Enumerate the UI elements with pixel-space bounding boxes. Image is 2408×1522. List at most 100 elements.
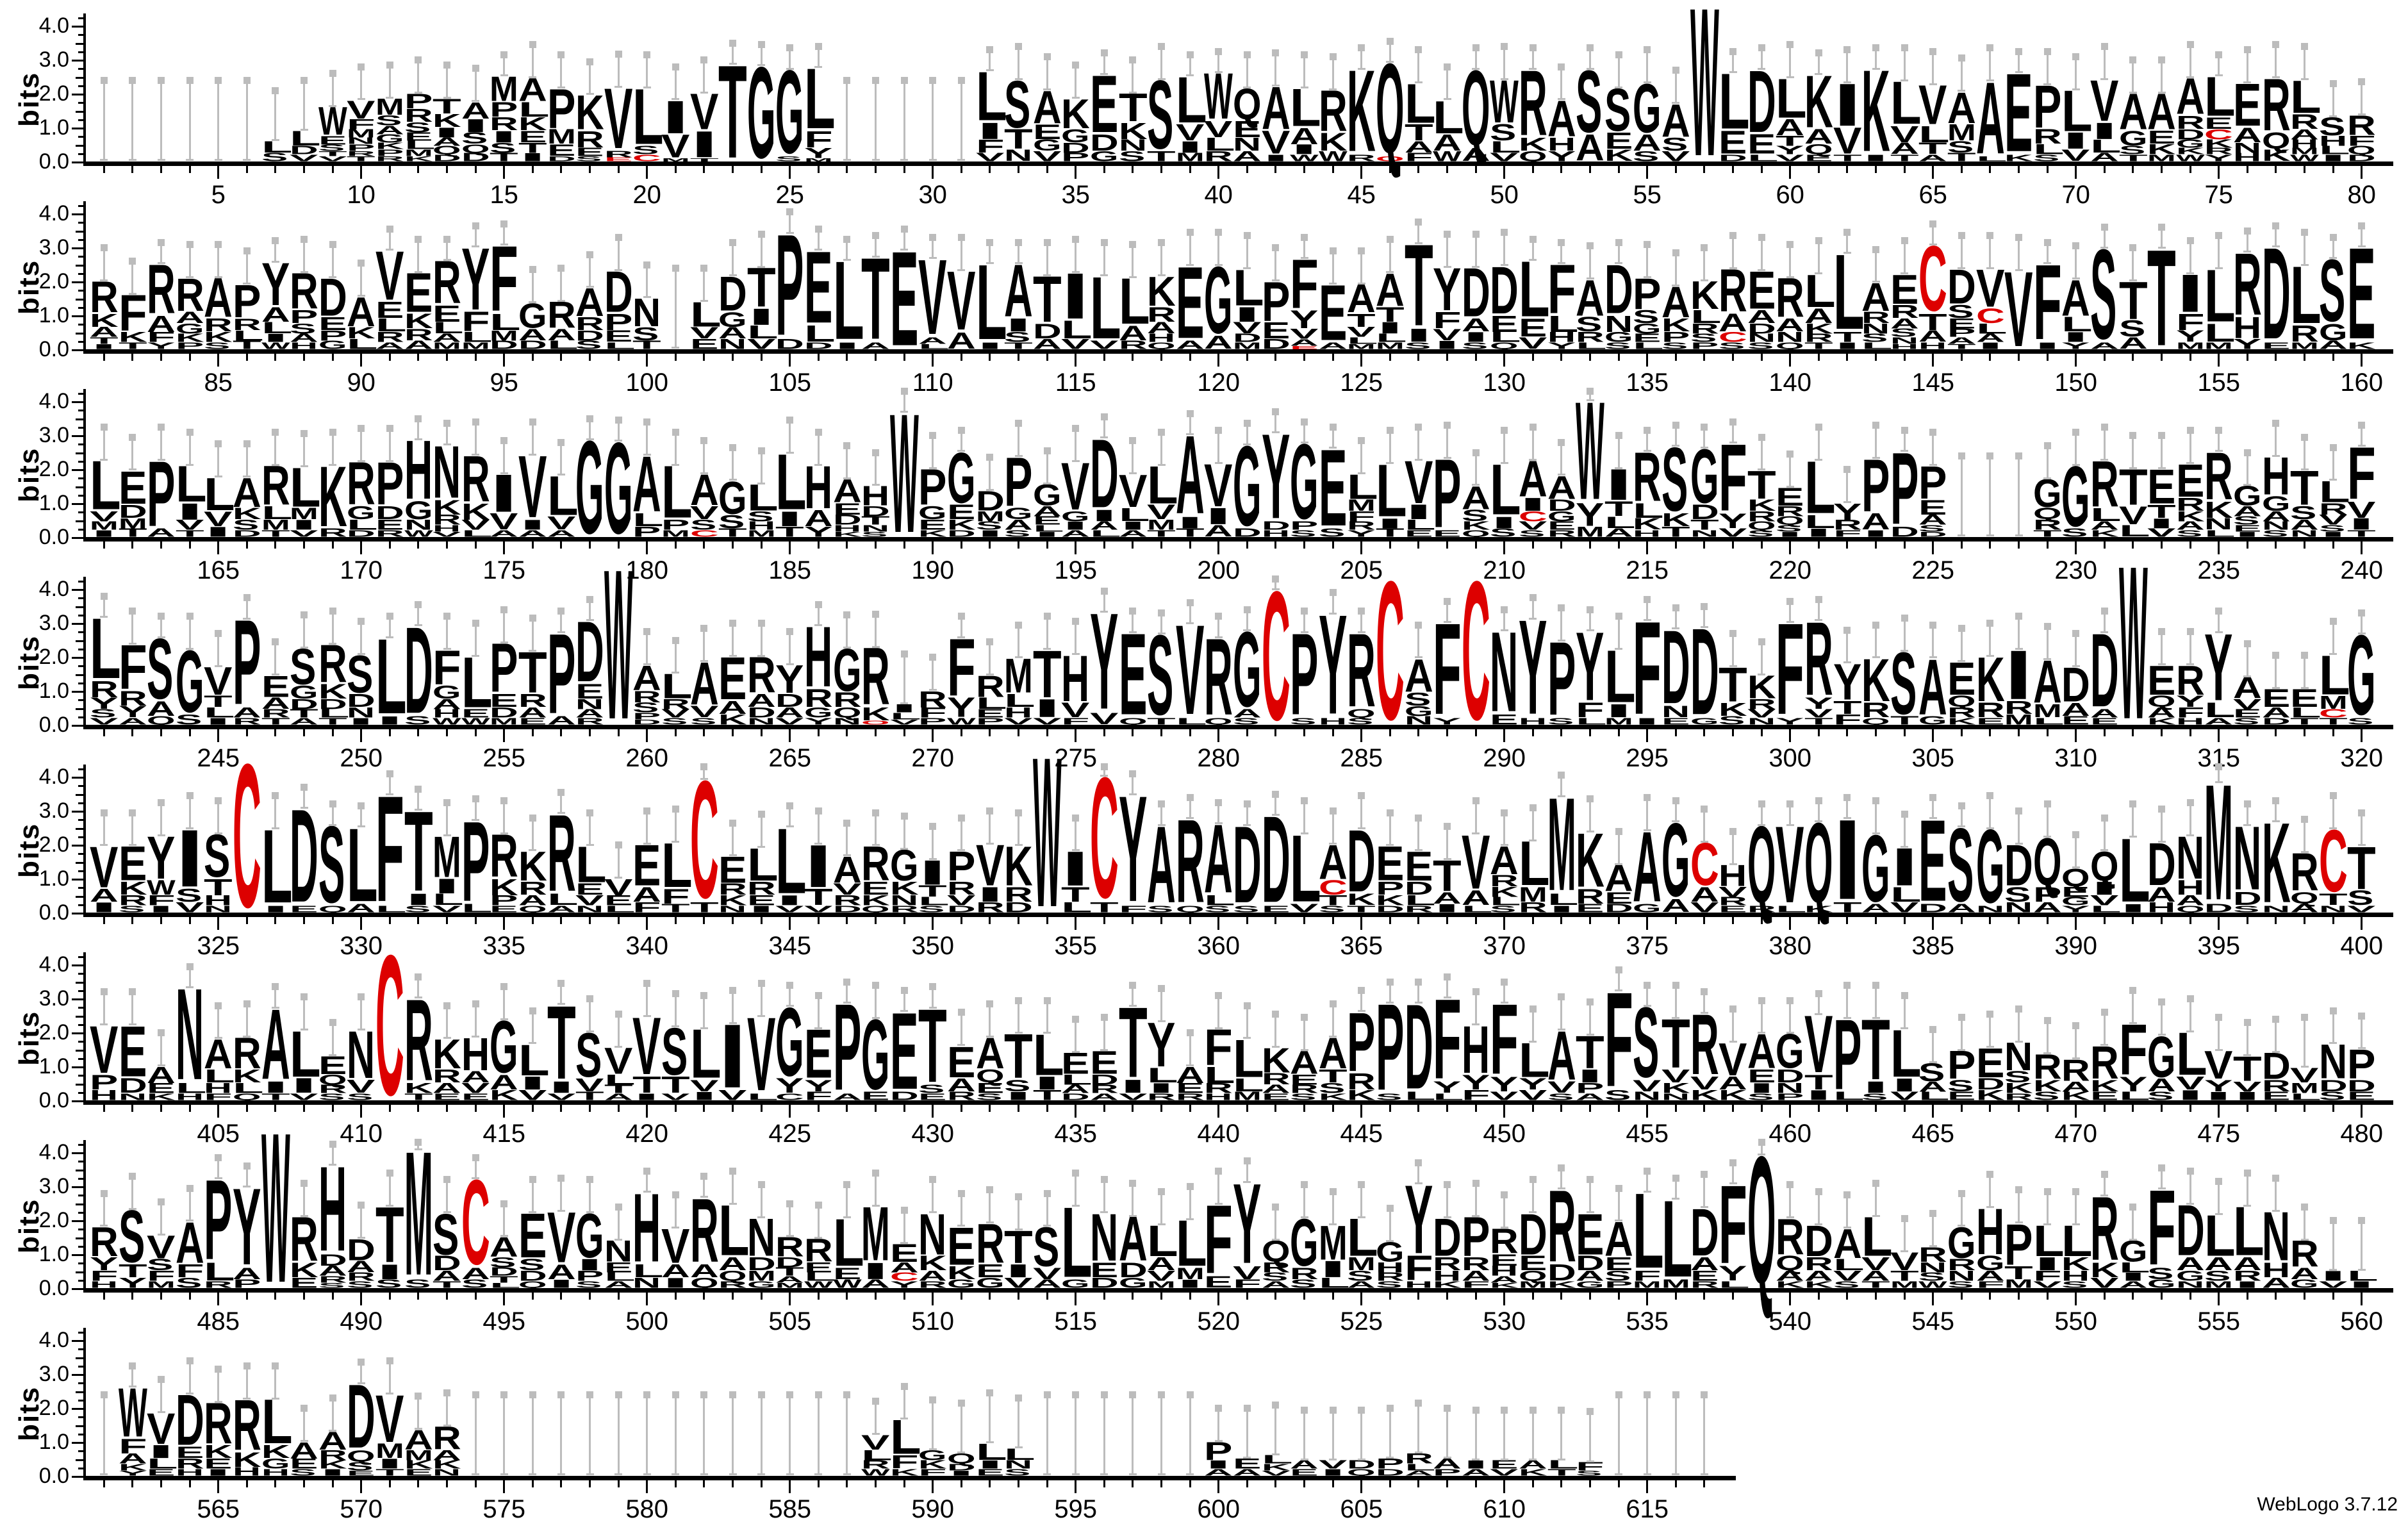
x-tick [560, 1293, 562, 1300]
x-tick [789, 1105, 791, 1118]
error-bar-foot [1872, 1017, 1880, 1019]
error-bar [818, 1394, 820, 1473]
x-tick [589, 729, 591, 736]
y-tick [76, 1050, 83, 1052]
error-bar-foot [957, 159, 965, 161]
error-bar-marker [1872, 982, 1879, 989]
x-tick [1103, 1293, 1105, 1300]
error-bar-marker [2215, 427, 2222, 434]
error-bar [1989, 623, 1991, 655]
error-bar-marker [358, 618, 365, 625]
error-bar-foot [2158, 663, 2166, 665]
x-tick [1132, 354, 1134, 361]
x-tick [1618, 729, 1620, 736]
error-bar [1303, 1184, 1305, 1216]
error-bar-foot [1558, 474, 1565, 476]
error-bar-foot [2358, 245, 2366, 247]
error-bar [875, 614, 877, 646]
error-bar-foot [1415, 656, 1423, 658]
x-tick [1989, 542, 1991, 549]
error-bar [189, 616, 191, 648]
x-tick [1475, 1480, 1477, 1487]
residue-letter: L [1290, 834, 1319, 904]
error-bar-foot [1072, 460, 1080, 462]
residue-letter: Q [1747, 1155, 1776, 1288]
error-bar-marker [1843, 794, 1851, 801]
residue-letter: S [1147, 635, 1176, 718]
error-bar-marker [958, 427, 965, 434]
error-bar-marker [615, 1011, 622, 1018]
y-tick [72, 777, 83, 779]
x-tick [1875, 1105, 1877, 1112]
y-tick-label: 4.0 [24, 952, 69, 977]
x-tick [1703, 1293, 1705, 1300]
error-bar-marker [1986, 1011, 1993, 1018]
error-bar-marker [2244, 46, 2251, 53]
y-tick [78, 1416, 83, 1418]
error-bar [703, 60, 705, 92]
error-bar-foot [900, 1010, 908, 1012]
error-bar-foot [586, 93, 594, 95]
error-bar-marker [443, 1389, 450, 1396]
residue-letter: Y [1519, 620, 1547, 718]
error-bar-marker [1701, 1391, 1708, 1398]
error-bar-marker [843, 236, 850, 243]
error-bar-foot [957, 1225, 965, 1227]
error-bar-marker [1901, 992, 1908, 999]
error-bar [989, 1189, 991, 1221]
residue-letter: S [1604, 88, 1633, 133]
error-bar-marker [557, 51, 565, 58]
error-bar-marker [2272, 420, 2279, 427]
residue-letter: F [1433, 998, 1462, 1082]
residue-letter: L [1347, 1218, 1376, 1257]
x-tick [2247, 542, 2248, 549]
error-bar-foot [1958, 1049, 1965, 1051]
error-bar-marker [586, 58, 593, 65]
x-tick [732, 1480, 734, 1487]
x-tick [1132, 1480, 1134, 1487]
y-tick [72, 589, 83, 591]
error-bar-foot [415, 997, 422, 998]
x-tick [875, 917, 877, 924]
error-bar [2161, 60, 2163, 92]
error-bar-marker [1530, 1176, 1537, 1183]
error-bar [1046, 1394, 1048, 1473]
error-bar-foot [672, 347, 679, 349]
error-bar-foot [2100, 631, 2108, 633]
residue-letter: L [1547, 1460, 1576, 1469]
error-bar-marker [872, 611, 879, 618]
error-bar [1818, 1191, 1820, 1223]
x-tick [903, 166, 905, 173]
error-bar-foot [2243, 824, 2251, 826]
error-bar-foot [1472, 484, 1480, 486]
error-bar-marker [1729, 418, 1736, 426]
error-bar-foot [2186, 462, 2194, 464]
x-tick-label: 575 [466, 1495, 543, 1522]
residue-letter: A [233, 477, 261, 508]
y-tick [72, 247, 83, 249]
error-bar [1503, 430, 1505, 462]
residue-letter: P [1890, 452, 1919, 527]
y-tick [72, 623, 83, 625]
error-bar-marker [1244, 1157, 1251, 1164]
y-tick [72, 315, 83, 317]
error-bar-foot [786, 232, 794, 234]
residue-letter: E [1918, 819, 1947, 904]
error-bar-foot [1015, 844, 1023, 846]
x-tick [560, 354, 562, 361]
x-tick [1446, 354, 1448, 361]
error-bar-foot [986, 69, 994, 71]
error-bar-marker [1330, 807, 1337, 815]
error-bar [1046, 1000, 1048, 1032]
residue-letter: L [1004, 1449, 1033, 1461]
residue-letter: L [1490, 464, 1519, 517]
error-bar-foot [986, 262, 994, 264]
error-bar [903, 80, 905, 159]
error-bar-foot [1529, 1041, 1537, 1043]
error-bar [2275, 1178, 2277, 1210]
residue-letter: L [261, 829, 290, 906]
error-bar-foot [757, 846, 765, 848]
y-tick [78, 17, 83, 19]
error-bar [1932, 51, 1934, 83]
x-tick [932, 542, 934, 554]
